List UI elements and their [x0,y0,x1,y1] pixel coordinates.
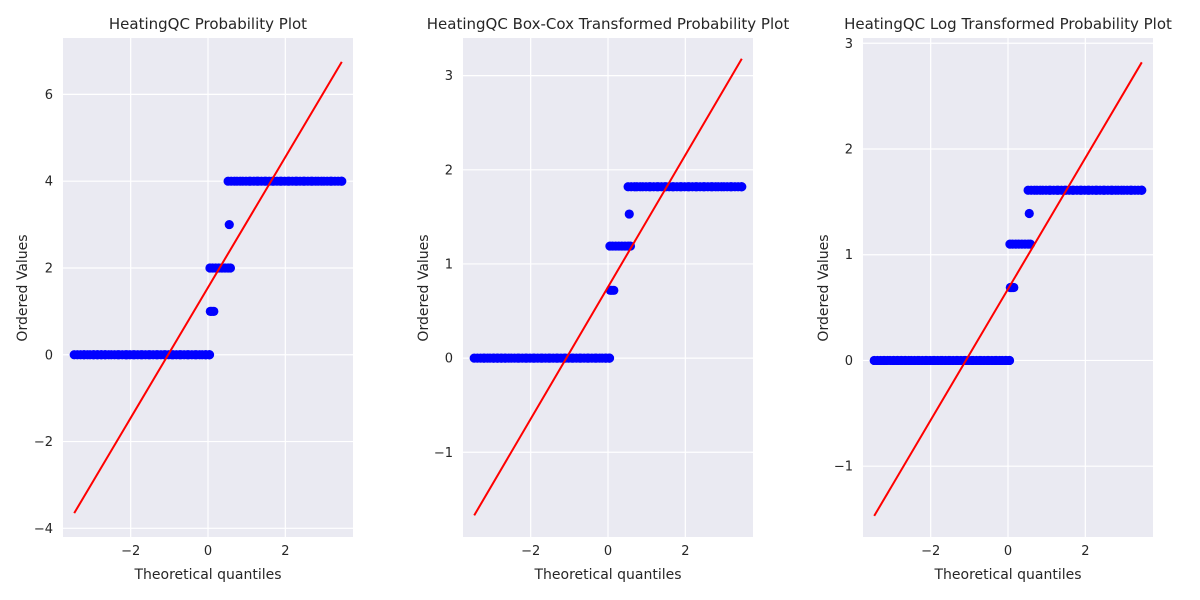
y-tick-label: 1 [845,248,853,263]
y-axis-label: Ordered Values [816,234,832,341]
x-axis-label: Theoretical quantiles [533,567,681,583]
x-axis-label: Theoretical quantiles [133,567,281,583]
fit-line [73,61,343,514]
y-tick-label: −2 [34,435,53,450]
y-tick-label: 0 [845,354,853,369]
y-tick-label: −1 [834,460,853,475]
y-tick-labels: −1 0 1 2 3 [434,69,453,461]
data-point [1009,282,1019,293]
x-tick-label: 2 [1081,544,1089,559]
x-tick-label: −2 [921,544,940,559]
fit-line-group [473,58,743,516]
panel-title: HeatingQC Probability Plot [109,15,307,33]
data-points [69,176,347,360]
y-tick-labels: −4 −2 0 2 4 6 [34,88,53,537]
data-point [225,263,236,273]
x-tick-label: 2 [681,544,689,559]
panel-title: HeatingQC Box-Cox Transformed Probabilit… [427,15,790,33]
x-tick-label: −2 [521,544,540,559]
x-tick-labels: −2 0 2 [121,544,289,559]
x-tick-labels: −2 0 2 [921,544,1089,559]
y-tick-label: 1 [445,257,453,272]
heatingqc-log-probability-plot-panel: HeatingQC Log Transformed Probability Pl… [816,15,1172,583]
y-tick-label: 3 [445,69,453,84]
fit-line [873,61,1143,517]
y-tick-label: 2 [445,163,453,178]
y-axis-label: Ordered Values [416,234,432,341]
x-axis-label: Theoretical quantiles [933,567,1081,583]
y-tick-label: 6 [45,88,53,103]
fit-line-group [73,61,343,514]
y-tick-label: 3 [845,37,853,52]
x-tick-label: 0 [604,544,612,559]
y-axis-label: Ordered Values [15,234,31,341]
x-tick-label: 0 [204,544,212,559]
data-point [1004,355,1015,366]
data-point [609,285,619,295]
data-point [224,219,234,230]
x-tick-label: 0 [1004,544,1012,559]
data-point [604,353,615,363]
data-point [337,176,347,186]
x-tick-labels: −2 0 2 [521,544,689,559]
x-tick-label: −2 [121,544,140,559]
panel-title: HeatingQC Log Transformed Probability Pl… [844,15,1172,33]
data-point [624,209,634,219]
y-tick-label: 0 [445,352,453,367]
y-tick-label: −1 [434,446,453,461]
data-point [1024,208,1034,219]
y-tick-label: −4 [34,522,53,537]
fit-line [473,58,743,516]
y-tick-labels: −1 0 1 2 3 [834,37,853,475]
data-point [1137,185,1147,195]
data-point [737,182,747,192]
heatingqc-probability-plot-panel: HeatingQC Probability Plot −2 0 2 −4 −2 0 2 4 6… [15,15,353,583]
y-tick-label: 4 [45,175,53,190]
data-points [469,182,747,363]
y-tick-label: 2 [845,143,853,158]
y-tick-label: 2 [45,261,53,276]
fit-line-group [873,61,1143,517]
data-point [204,350,215,360]
data-point [209,306,219,316]
y-tick-label: 0 [45,348,53,363]
x-tick-label: 2 [281,544,289,559]
heatingqc-boxcox-probability-plot-panel: HeatingQC Box-Cox Transformed Probabilit… [416,15,789,583]
